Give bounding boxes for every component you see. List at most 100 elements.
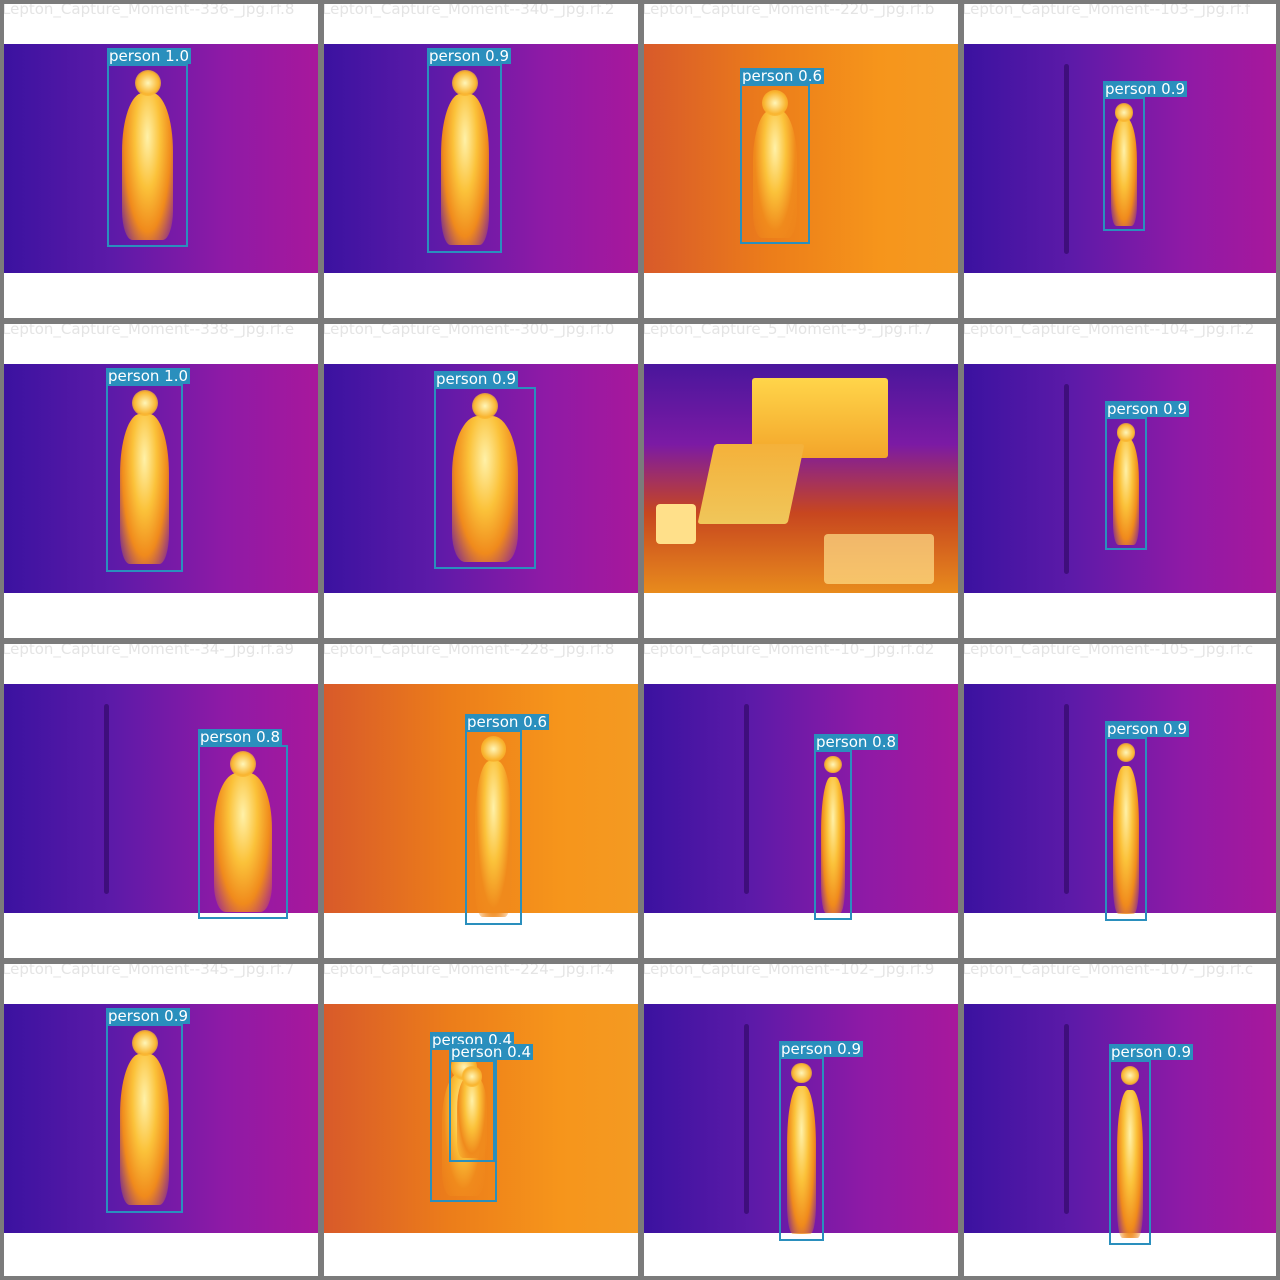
person-head bbox=[1120, 1066, 1140, 1085]
person-head bbox=[461, 1066, 483, 1087]
image-filename: Lepton_Capture_Moment--107-_jpg.rf.c bbox=[962, 960, 1254, 978]
person-head bbox=[472, 393, 498, 419]
image-filename: Lepton_Capture_Moment--34-_jpg.rf.a9 bbox=[2, 640, 295, 658]
image-filename: Lepton_Capture_Moment--224-_jpg.rf.4 bbox=[322, 960, 615, 978]
detection-box bbox=[779, 1057, 824, 1241]
wall-seam bbox=[744, 704, 749, 894]
detection-box bbox=[106, 1024, 183, 1213]
image-filename: Lepton_Capture_Moment--220-_jpg.rf.b bbox=[642, 0, 935, 18]
detection-label: person 0.9 bbox=[1109, 1043, 1194, 1061]
detection-box bbox=[1105, 417, 1147, 550]
wall-seam bbox=[1064, 384, 1069, 574]
person-head bbox=[230, 751, 256, 777]
person-silhouette bbox=[1116, 1089, 1144, 1238]
image-filename: Lepton_Capture_Moment--10-_jpg.rf.d2 bbox=[642, 640, 935, 658]
image-filename: Lepton_Capture_Moment--105-_jpg.rf.c bbox=[962, 640, 1254, 658]
person-head bbox=[131, 1030, 158, 1056]
detection-box bbox=[1105, 737, 1147, 921]
person-silhouette bbox=[119, 1054, 170, 1206]
detection-box bbox=[107, 64, 188, 247]
thermal-image bbox=[644, 364, 958, 593]
detection-box bbox=[434, 387, 536, 569]
wall-seam bbox=[1064, 1024, 1069, 1214]
person-head bbox=[1116, 743, 1136, 762]
detection-label: person 0.9 bbox=[1105, 400, 1190, 418]
detection-box bbox=[740, 84, 810, 244]
detection-label: person 0.9 bbox=[1103, 80, 1188, 98]
image-filename: Lepton_Capture_Moment--104-_jpg.rf.2 bbox=[962, 320, 1255, 338]
detection-label: person 0.8 bbox=[198, 728, 283, 746]
person-silhouette bbox=[457, 1076, 487, 1158]
wall-seam bbox=[744, 1024, 749, 1214]
person-head bbox=[480, 736, 507, 762]
wall-seam bbox=[104, 704, 109, 894]
detection-box bbox=[465, 730, 522, 925]
laptop-shape bbox=[697, 444, 805, 524]
detection-box bbox=[449, 1060, 495, 1162]
image-filename: Lepton_Capture_Moment--228-_jpg.rf.8 bbox=[322, 640, 615, 658]
detection-label: person 0.9 bbox=[779, 1040, 864, 1058]
person-head bbox=[791, 1063, 812, 1084]
detection-label: person 0.4 bbox=[449, 1043, 534, 1061]
detection-box bbox=[198, 745, 288, 919]
desk-object bbox=[656, 504, 696, 544]
image-filename: Lepton_Capture_Moment--300-_jpg.rf.0 bbox=[322, 320, 615, 338]
person-head bbox=[762, 90, 788, 116]
person-head bbox=[134, 70, 161, 96]
person-head bbox=[824, 756, 842, 774]
person-silhouette bbox=[440, 94, 489, 246]
person-silhouette bbox=[119, 414, 170, 565]
person-head bbox=[1114, 103, 1134, 122]
detection-label: person 0.6 bbox=[465, 713, 550, 731]
detection-box bbox=[1103, 97, 1145, 231]
image-filename: Lepton_Capture_Moment--336-_jpg.rf.8 bbox=[2, 0, 295, 18]
person-head bbox=[1116, 423, 1136, 442]
person-head bbox=[451, 70, 478, 96]
desk-object bbox=[824, 534, 934, 584]
person-silhouette bbox=[787, 1086, 816, 1234]
result-tile: Lepton_Capture_5_Moment--9-_jpg.rf.7 bbox=[640, 320, 962, 642]
person-silhouette bbox=[452, 416, 518, 562]
image-filename: Lepton_Capture_Moment--103-_jpg.rf.f bbox=[962, 0, 1251, 18]
image-filename: Lepton_Capture_Moment--340-_jpg.rf.2 bbox=[322, 0, 615, 18]
person-silhouette bbox=[1112, 438, 1140, 545]
wall-seam bbox=[1064, 64, 1069, 254]
person-silhouette bbox=[214, 772, 272, 913]
person-silhouette bbox=[475, 761, 512, 918]
detection-label: person 1.0 bbox=[107, 47, 192, 65]
thermal-image bbox=[644, 684, 958, 913]
image-filename: Lepton_Capture_Moment--338-_jpg.rf.e bbox=[2, 320, 295, 338]
detection-label: person 0.9 bbox=[427, 47, 512, 65]
person-silhouette bbox=[820, 777, 846, 914]
detection-box bbox=[814, 750, 852, 920]
person-silhouette bbox=[1110, 118, 1138, 226]
detection-box bbox=[106, 384, 183, 572]
detection-label: person 1.0 bbox=[106, 367, 191, 385]
detection-label: person 0.9 bbox=[106, 1007, 191, 1025]
image-filename: Lepton_Capture_Moment--102-_jpg.rf.9 bbox=[642, 960, 935, 978]
person-silhouette bbox=[121, 93, 174, 240]
wall-seam bbox=[1064, 704, 1069, 894]
detection-label: person 0.6 bbox=[740, 67, 825, 85]
person-head bbox=[131, 390, 158, 416]
detection-label: person 0.9 bbox=[434, 370, 519, 388]
detection-label: person 0.8 bbox=[814, 733, 899, 751]
detection-box bbox=[1109, 1060, 1151, 1245]
person-silhouette bbox=[752, 109, 798, 238]
person-silhouette bbox=[1112, 766, 1140, 914]
detection-label: person 0.9 bbox=[1105, 720, 1190, 738]
